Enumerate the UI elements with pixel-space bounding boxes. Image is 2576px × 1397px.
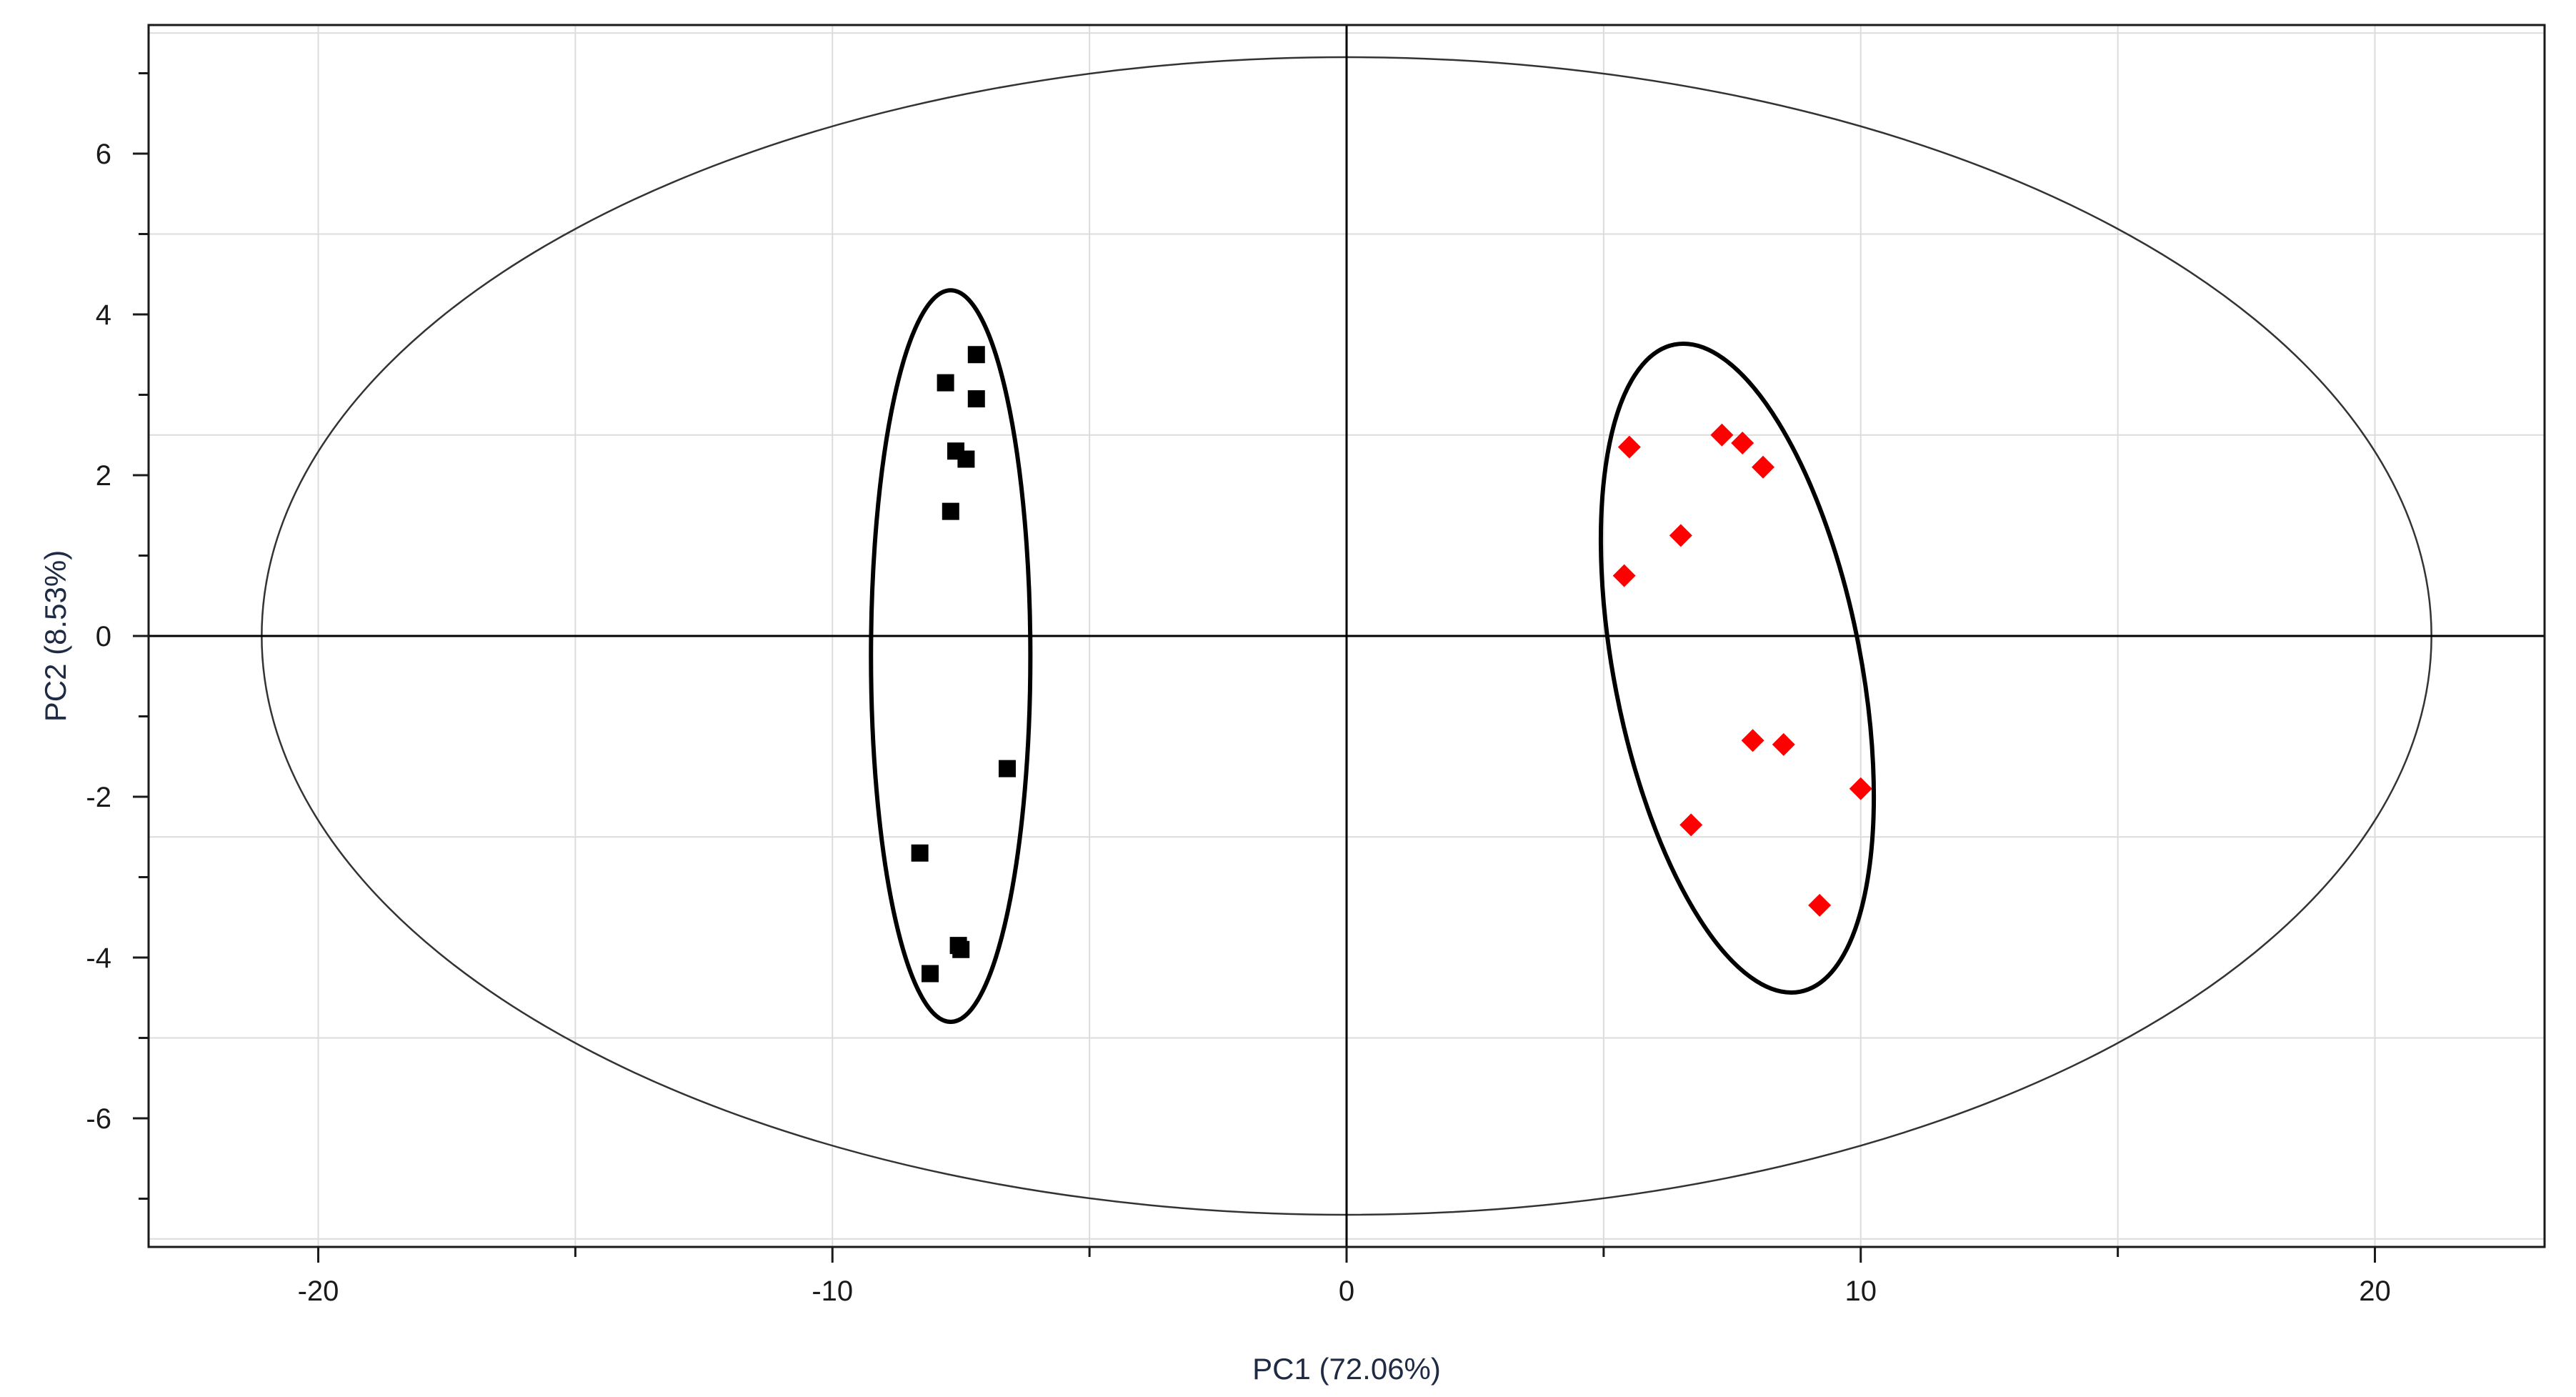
point-square bbox=[967, 346, 985, 364]
x-tick-label: -20 bbox=[298, 1276, 339, 1307]
x-tick-label: -10 bbox=[812, 1276, 853, 1307]
point-square bbox=[998, 760, 1016, 777]
point-diamond bbox=[1849, 777, 1872, 800]
group-ellipse-2 bbox=[1598, 342, 1877, 995]
y-tick-label: -4 bbox=[86, 943, 111, 974]
group-ellipse-1 bbox=[869, 288, 1033, 1024]
point-diamond bbox=[1617, 435, 1641, 459]
point-diamond bbox=[1741, 729, 1764, 752]
y-tick-label: -6 bbox=[86, 1103, 111, 1135]
y-tick-label: 6 bbox=[96, 139, 111, 170]
point-diamond bbox=[1731, 432, 1754, 454]
origin-lines bbox=[149, 25, 2545, 1247]
point-square bbox=[957, 450, 975, 468]
point-diamond bbox=[1612, 564, 1636, 587]
axis-ticks bbox=[133, 72, 2376, 1263]
group-ellipses bbox=[869, 288, 1877, 1024]
y-axis-title: PC2 (8.53%) bbox=[39, 550, 72, 722]
x-tick-label: 0 bbox=[1339, 1276, 1354, 1307]
point-square bbox=[967, 390, 985, 408]
point-square bbox=[922, 965, 939, 983]
point-diamond bbox=[1710, 423, 1734, 447]
point-diamond bbox=[1679, 813, 1703, 837]
point-square bbox=[952, 940, 970, 958]
point-square bbox=[911, 844, 929, 862]
point-diamond bbox=[1751, 455, 1774, 479]
y-tick-label: 4 bbox=[96, 299, 111, 331]
x-tick-label: 10 bbox=[1844, 1276, 1877, 1307]
x-tick-label: 20 bbox=[2359, 1276, 2391, 1307]
point-square bbox=[942, 502, 959, 520]
point-diamond bbox=[1772, 732, 1795, 756]
data-points bbox=[911, 346, 1872, 983]
point-diamond bbox=[1669, 524, 1692, 547]
x-axis-title: PC1 (72.06%) bbox=[1252, 1352, 1441, 1386]
y-tick-label: 0 bbox=[96, 621, 111, 652]
y-tick-label: 2 bbox=[96, 460, 111, 492]
point-diamond bbox=[1808, 893, 1832, 917]
point-square bbox=[937, 374, 954, 392]
y-tick-label: -2 bbox=[86, 782, 111, 813]
